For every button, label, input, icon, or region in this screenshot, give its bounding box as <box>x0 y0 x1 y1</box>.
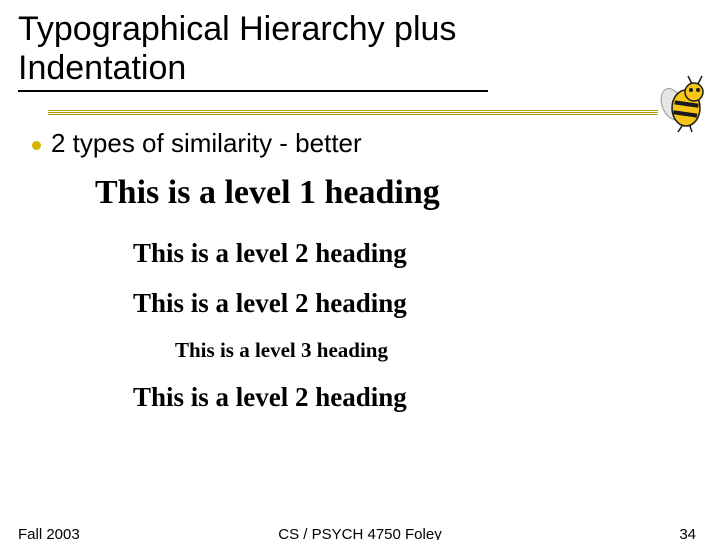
bullet-item: 2 types of similarity - better <box>32 128 362 159</box>
heading-level-item: This is a level 2 heading <box>133 289 615 317</box>
footer-right: 34 <box>679 526 696 540</box>
mascot-icon <box>652 72 714 134</box>
heading-level-item: This is a level 3 heading <box>175 339 615 361</box>
title-rule <box>48 110 658 116</box>
heading-level-item: This is a level 2 heading <box>133 239 615 267</box>
footer-center: CS / PSYCH 4750 Foley <box>278 526 441 540</box>
page-title: Typographical Hierarchy plus Indentation <box>18 10 488 92</box>
slide: Typographical Hierarchy plus Indentation… <box>0 0 720 540</box>
footer-left: Fall 2003 <box>18 526 80 540</box>
bullet-icon <box>32 141 41 150</box>
bullet-text: 2 types of similarity - better <box>51 128 362 159</box>
heading-level-item: This is a level 1 heading <box>95 175 615 211</box>
heading-level-item: This is a level 2 heading <box>133 383 615 411</box>
headings-block: This is a level 1 heading This is a level… <box>95 175 615 412</box>
